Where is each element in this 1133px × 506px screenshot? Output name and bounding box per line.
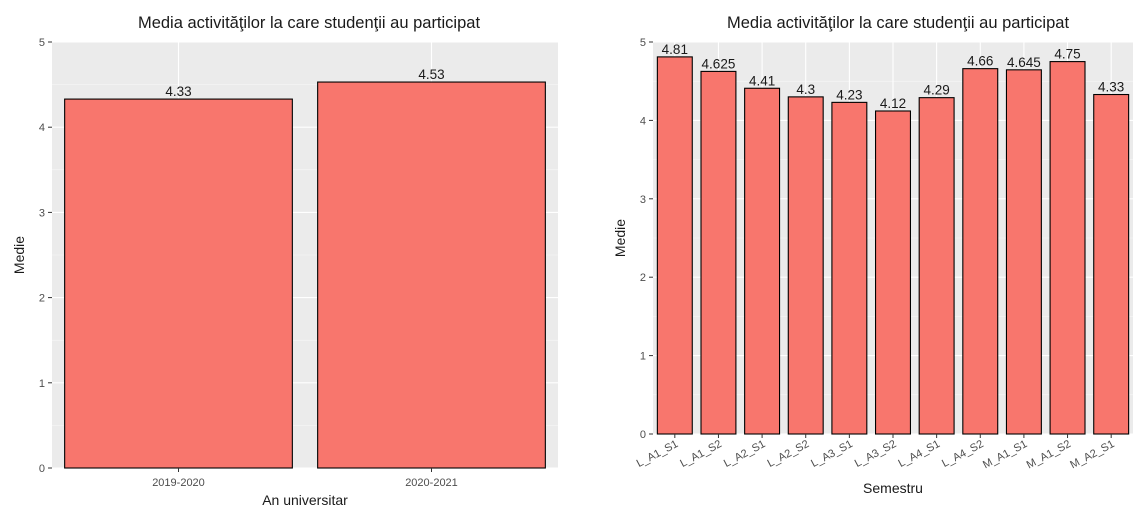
- bar-value-label: 4.41: [749, 73, 775, 88]
- x-tick-label: M_A2_S1: [1068, 438, 1116, 471]
- x-tick-label: 2020-2021: [405, 477, 458, 489]
- x-tick-label: L_A4_S1: [896, 438, 942, 470]
- x-tick-label: L_A2_S2: [766, 438, 812, 470]
- chart-annual-averages: 4.33 4.53 0 1 2 3 4 5 2019-2020 2020-2021 Media ac…: [11, 14, 558, 506]
- bar: [1093, 93, 1130, 435]
- chart-semester-averages: 4.81 4.625 4.41 4.3 4.23 4.12 4.29 4.66 4.645 4.7…: [612, 14, 1133, 496]
- y-tick-label: 3: [640, 194, 646, 206]
- bar: [317, 81, 546, 469]
- x-tick-label: M_A1_S1: [981, 438, 1029, 471]
- bar: [700, 70, 737, 435]
- bar-value-label: 4.3: [796, 82, 815, 97]
- bar: [64, 98, 293, 469]
- bar-value-label: 4.53: [418, 67, 444, 82]
- bar: [1049, 61, 1086, 435]
- x-axis-title: An universitar: [262, 492, 348, 506]
- x-tick-label: 2019-2020: [152, 477, 205, 489]
- bar-value-label: 4.33: [165, 84, 191, 99]
- bar-value-label: 4.645: [1007, 55, 1041, 70]
- x-tick-label: L_A4_S2: [940, 438, 986, 470]
- bar-value-label: 4.81: [662, 42, 688, 57]
- y-tick-label: 1: [640, 351, 646, 363]
- y-tick-label: 0: [39, 463, 45, 475]
- bar: [874, 110, 912, 435]
- bar: [787, 96, 824, 435]
- bar-value-label: 4.29: [923, 83, 949, 98]
- y-tick-label: 4: [640, 115, 646, 127]
- y-tick-label: 0: [640, 429, 646, 441]
- x-tick-label: L_A1_S2: [678, 438, 724, 470]
- x-axis-title: Semestru: [863, 480, 923, 496]
- bar: [918, 97, 955, 435]
- chart-title: Media activităţilor la care studenţii au…: [138, 14, 481, 32]
- y-tick-label: 5: [640, 37, 646, 49]
- y-axis-title: Medie: [11, 236, 27, 274]
- x-tick-label: L_A2_S1: [722, 438, 768, 470]
- x-tick-label: L_A3_S2: [853, 438, 899, 470]
- x-tick-label: L_A1_S1: [635, 438, 681, 470]
- bar-value-label: 4.33: [1098, 80, 1124, 95]
- x-tick-label: M_A1_S2: [1025, 438, 1073, 471]
- y-tick-label: 2: [640, 272, 646, 284]
- y-tick-label: 5: [39, 37, 45, 49]
- y-tick-label: 2: [39, 293, 45, 305]
- bar-value-label: 4.12: [880, 96, 906, 111]
- x-tick-label: L_A3_S1: [809, 438, 855, 470]
- bar-value-label: 4.23: [836, 87, 862, 102]
- chart-title: Media activităţilor la care studenţii au…: [727, 14, 1070, 32]
- bar-value-label: 4.625: [702, 56, 736, 71]
- bar: [656, 56, 693, 435]
- bar: [1005, 69, 1042, 435]
- bar-value-label: 4.66: [967, 54, 993, 69]
- bar: [744, 87, 781, 435]
- y-tick-label: 1: [39, 378, 45, 390]
- y-tick-label: 4: [39, 122, 45, 134]
- bar-value-label: 4.75: [1054, 47, 1080, 62]
- y-tick-label: 3: [39, 207, 45, 219]
- bar: [962, 68, 999, 435]
- y-axis-title: Medie: [612, 219, 628, 257]
- bar: [831, 101, 868, 435]
